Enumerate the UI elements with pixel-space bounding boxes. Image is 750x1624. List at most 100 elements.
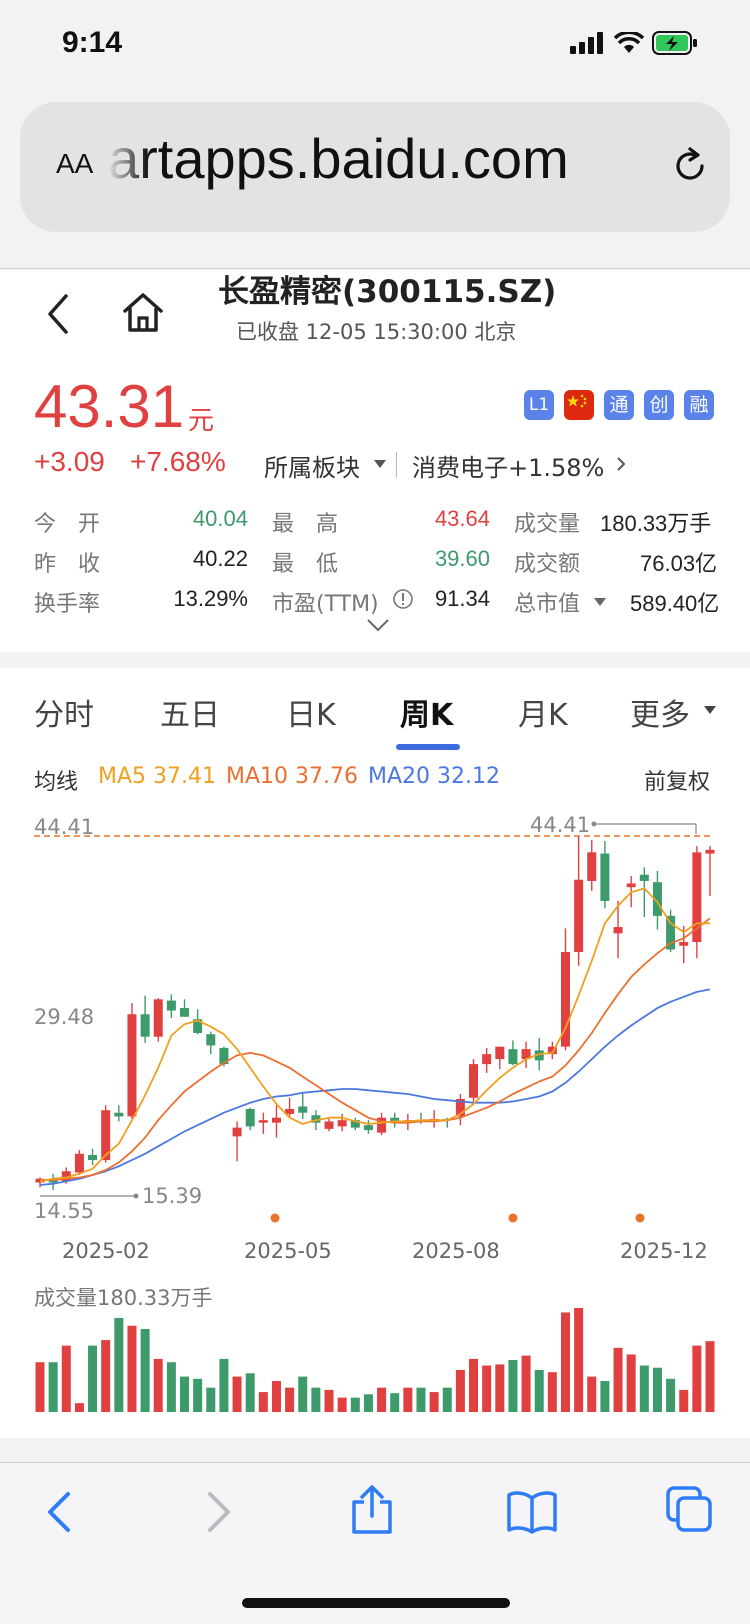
candle[interactable] — [153, 998, 163, 1042]
candle[interactable] — [560, 928, 570, 1051]
address-bar[interactable]: AA artapps.baidu.com — [20, 102, 730, 232]
bookmarks-icon[interactable] — [506, 1490, 558, 1534]
candle[interactable] — [350, 1117, 360, 1131]
caret-down-icon[interactable] — [374, 460, 386, 468]
candle[interactable] — [390, 1112, 400, 1128]
candle[interactable] — [692, 846, 702, 959]
quote-mcap: 589.40亿 — [630, 591, 720, 616]
tabs-icon[interactable] — [666, 1486, 714, 1534]
candle[interactable] — [482, 1047, 492, 1073]
tab-monthly-k[interactable]: 月K — [518, 698, 568, 733]
chevron-right-icon[interactable] — [614, 456, 628, 472]
candle[interactable] — [705, 846, 715, 896]
candle[interactable] — [455, 1094, 465, 1126]
candle-body — [285, 1108, 295, 1114]
candle[interactable] — [206, 1031, 216, 1055]
text-size-button[interactable]: AA — [56, 148, 94, 179]
candle[interactable] — [232, 1121, 242, 1162]
candle[interactable] — [521, 1041, 531, 1068]
candle[interactable] — [600, 841, 610, 909]
candle-body — [534, 1050, 544, 1061]
candle[interactable] — [298, 1092, 308, 1119]
candle[interactable] — [35, 1177, 45, 1188]
candle[interactable] — [469, 1059, 479, 1102]
caret-down-icon[interactable] — [594, 598, 606, 606]
candle[interactable] — [285, 1097, 295, 1118]
candle[interactable] — [140, 995, 150, 1043]
quote-label-mcap[interactable]: 总市值 — [514, 592, 581, 617]
sector-link[interactable]: 消费电子+1.58% — [412, 454, 605, 482]
candle[interactable] — [114, 1105, 124, 1122]
candle[interactable] — [74, 1150, 84, 1175]
y-label-top: 44.41 — [34, 815, 94, 839]
badge-rong[interactable]: 融 — [684, 390, 714, 420]
x-label: 2025-08 — [412, 1239, 500, 1263]
reload-icon[interactable] — [670, 146, 710, 186]
candle[interactable] — [245, 1107, 255, 1131]
url-text[interactable]: artapps.baidu.com — [108, 127, 569, 190]
event-dot[interactable] — [635, 1213, 645, 1223]
candle[interactable] — [495, 1046, 505, 1070]
volume-bar — [692, 1345, 702, 1412]
candle-body — [271, 1117, 281, 1123]
badge-l1[interactable]: L1 — [524, 390, 554, 420]
candle[interactable] — [377, 1112, 387, 1136]
tab-daily-k[interactable]: 日K — [286, 698, 336, 733]
candle[interactable] — [324, 1118, 334, 1132]
expand-chevron-icon[interactable] — [366, 618, 390, 632]
candle[interactable] — [508, 1040, 518, 1066]
candle[interactable] — [48, 1173, 58, 1190]
candle[interactable] — [613, 900, 623, 959]
caret-down-icon[interactable] — [704, 706, 716, 714]
candle[interactable] — [574, 836, 584, 966]
candle[interactable] — [547, 1041, 557, 1060]
candle[interactable] — [127, 1003, 137, 1119]
sector-dropdown[interactable]: 所属板块 — [264, 454, 360, 482]
tab-weekly-k[interactable]: 周K — [400, 698, 454, 733]
candle[interactable] — [337, 1113, 347, 1132]
badge-chuang[interactable]: 创 — [644, 390, 674, 420]
wifi-icon — [614, 32, 644, 53]
candle[interactable] — [271, 1105, 281, 1138]
candle[interactable] — [587, 839, 597, 891]
event-dot[interactable] — [270, 1213, 280, 1223]
tab-five-day[interactable]: 五日 — [160, 698, 220, 733]
candle[interactable] — [652, 871, 662, 930]
candle[interactable] — [363, 1120, 373, 1134]
volume-label: 成交量180.33万手 — [34, 1286, 213, 1310]
adjust-dropdown[interactable]: 前复权 — [644, 770, 711, 795]
candle[interactable] — [258, 1112, 268, 1134]
candle-body — [245, 1108, 255, 1127]
tab-more[interactable]: 更多 — [630, 698, 690, 733]
candle[interactable] — [88, 1148, 98, 1166]
candle[interactable] — [166, 994, 176, 1019]
candle-body — [88, 1155, 98, 1161]
x-label: 2025-12 — [620, 1239, 708, 1263]
candle-body — [613, 927, 623, 934]
browser-forward-icon[interactable] — [200, 1490, 236, 1534]
candlestick-chart[interactable]: 44.41 29.48 14.55 44.41 15.39 2025-02 20… — [0, 800, 750, 1280]
candle[interactable] — [639, 867, 649, 918]
quote-label-open: 今 开 — [34, 512, 101, 537]
home-icon[interactable] — [120, 290, 166, 336]
candle[interactable] — [101, 1105, 111, 1163]
share-icon[interactable] — [350, 1484, 394, 1536]
browser-back-icon[interactable] — [42, 1490, 78, 1534]
volume-bar — [547, 1372, 557, 1412]
volume-bar — [679, 1389, 689, 1412]
price-change-pct: +7.68% — [130, 446, 226, 477]
divider — [0, 1462, 750, 1463]
info-icon[interactable] — [392, 588, 414, 610]
tab-intraday[interactable]: 分时 — [34, 698, 94, 733]
quote-volume: 180.33万手 — [600, 511, 712, 536]
candle[interactable] — [180, 999, 190, 1017]
event-dot[interactable] — [508, 1213, 518, 1223]
badge-tong[interactable]: 通 — [604, 390, 634, 420]
back-icon[interactable] — [40, 290, 76, 338]
candle[interactable] — [429, 1110, 439, 1128]
candle[interactable] — [193, 1009, 203, 1035]
china-flag-icon[interactable] — [564, 390, 594, 420]
volume-bar — [666, 1378, 676, 1412]
volume-chart[interactable] — [0, 1300, 750, 1412]
candle[interactable] — [666, 909, 676, 952]
